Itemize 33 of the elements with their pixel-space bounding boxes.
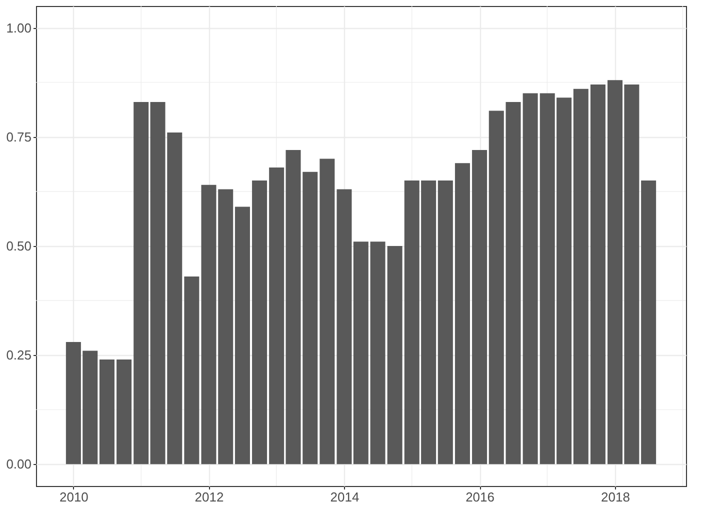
bar xyxy=(387,246,402,464)
bar xyxy=(522,93,538,464)
bar xyxy=(269,167,284,464)
y-tick-label: 0.75 xyxy=(6,129,32,144)
y-tick-label: 0.25 xyxy=(6,348,32,363)
bar xyxy=(472,150,488,464)
bar xyxy=(590,84,606,464)
y-tick-label: 0.00 xyxy=(6,456,32,472)
x-tick-label: 2016 xyxy=(466,490,494,504)
y-tick-label: 0.50 xyxy=(6,238,32,254)
bar xyxy=(218,189,234,464)
bar xyxy=(353,242,368,464)
x-tick-label: 2014 xyxy=(330,490,360,504)
bar xyxy=(506,102,521,464)
bar xyxy=(116,359,132,464)
bar xyxy=(488,110,504,464)
bar xyxy=(252,180,268,464)
bar xyxy=(336,189,352,464)
bar xyxy=(99,359,114,464)
bar xyxy=(184,276,200,464)
bar xyxy=(320,158,335,464)
bar xyxy=(370,242,386,464)
x-tick-label: 2012 xyxy=(194,490,224,504)
x-tick-label: 2018 xyxy=(601,490,630,504)
bar xyxy=(454,163,470,464)
bar xyxy=(438,180,453,464)
bar xyxy=(134,102,149,464)
y-tick-label: 1.00 xyxy=(6,20,32,36)
x-tick-label: 2010 xyxy=(59,490,88,504)
bar xyxy=(201,184,216,464)
bar xyxy=(641,180,656,464)
bar xyxy=(573,88,588,464)
bar xyxy=(234,206,250,464)
